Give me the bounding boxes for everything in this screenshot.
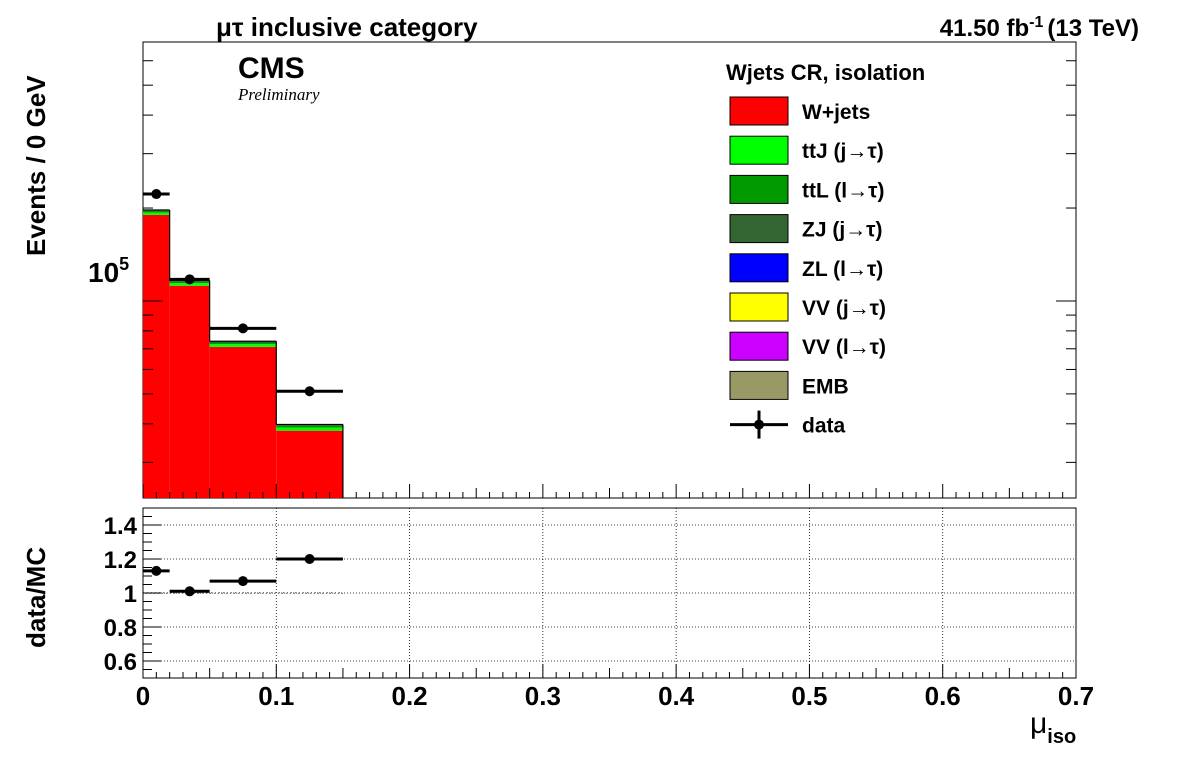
ratio-point-3 [304,554,315,564]
stack-histogram [143,209,344,498]
legend-label-vv-l-: VV (l→τ) [802,336,886,359]
bar-ttj-j--bin-3 [276,427,343,431]
data-point-1 [184,274,195,285]
x-tick-label: 0.5 [791,681,827,711]
legend-swatch-ttj-j- [729,135,789,165]
bar-w-jets-bin-2 [209,346,277,498]
cms-label: CMS [238,52,305,85]
cms-preliminary-label: Preliminary [237,85,320,104]
x-axis-label: μiso [1030,707,1076,748]
x-tick-label: 0.1 [258,681,294,711]
legend-label-w-jets: W+jets [802,101,870,124]
ratio-y-tick-label: 1 [124,581,137,608]
legend-swatch-zj-j- [729,214,789,244]
legend-swatch-emb [729,370,789,400]
y-axis-label-ratio: data/MC [21,547,51,648]
legend-label-data: data [802,415,846,438]
ratio-point-1 [184,586,195,597]
legend-label-vv-j-: VV (j→τ) [802,297,886,320]
legend-swatch-w-jets [729,96,789,126]
data-point-3 [304,386,315,397]
bar-ttl-l--bin-0 [143,210,170,213]
x-tick-label: 0.6 [925,681,961,711]
ratio-y-tick-label: 1.2 [104,547,137,574]
legend-swatch-ttl-l- [729,174,789,204]
legend-marker-dot [754,419,764,430]
x-tick-label: 0 [136,681,150,711]
legend-label-ttl-l-: ttL (l→τ) [802,179,884,202]
bar-ttl-l--bin-3 [276,425,343,428]
bar-ttj-j--bin-2 [209,344,277,347]
x-tick-label: 0.4 [658,681,695,711]
x-tick-label: 0.7 [1058,681,1094,711]
bar-ttl-l--bin-2 [209,342,277,345]
legend-label-zj-j-: ZJ (j→τ) [802,219,883,242]
bar-w-jets-bin-3 [276,430,343,498]
ratio-y-tick-label: 0.8 [104,615,137,642]
legend-label-ttj-j-: ttJ (j→τ) [802,140,884,163]
data-point-0 [151,189,162,200]
ratio-hatch-band [143,592,343,594]
lumi-label: 41.50 fb-1 (13 TeV) [940,14,1139,42]
y-axis-label-events: Events / 0 GeV [21,75,51,256]
ratio-point-0 [151,565,162,576]
ratio-points [143,554,343,597]
x-tick-label: 0.3 [525,681,561,711]
legend-label-zl-l-: ZL (l→τ) [802,258,883,281]
legend-title: Wjets CR, isolation [726,60,925,85]
legend-label-emb: EMB [802,375,849,398]
data-point-2 [237,323,248,334]
bar-w-jets-bin-0 [143,214,170,498]
bar-ttj-j--bin-1 [169,283,210,286]
ratio-uncertainty-band [143,592,343,594]
x-tick-label: 0.2 [391,681,427,711]
y-tick-label-1e5: 105 [88,254,129,288]
bar-ttj-j--bin-0 [143,212,170,215]
main-axis-ticks [142,60,1077,678]
ratio-y-tick-label: 1.4 [104,513,138,540]
legend-swatch-vv-l- [729,331,789,361]
ratio-y-tick-label: 0.6 [104,649,137,676]
legend: Wjets CR, isolation W+jets ttJ (j→τ) ttL (… [726,60,925,439]
category-label: μτ inclusive category [216,12,478,42]
ratio-axis-ticks: 0.6 0.8 1 1.2 1.4 0 0.1 0.2 0.3 0.4 0.5 0.6 0.7 [104,507,1094,711]
ratio-grid [142,508,1077,678]
ratio-point-2 [237,576,248,587]
data-points [143,189,343,397]
legend-swatch-vv-j- [729,292,789,322]
legend-swatch-zl-l- [729,253,789,283]
bar-w-jets-bin-1 [169,285,210,498]
